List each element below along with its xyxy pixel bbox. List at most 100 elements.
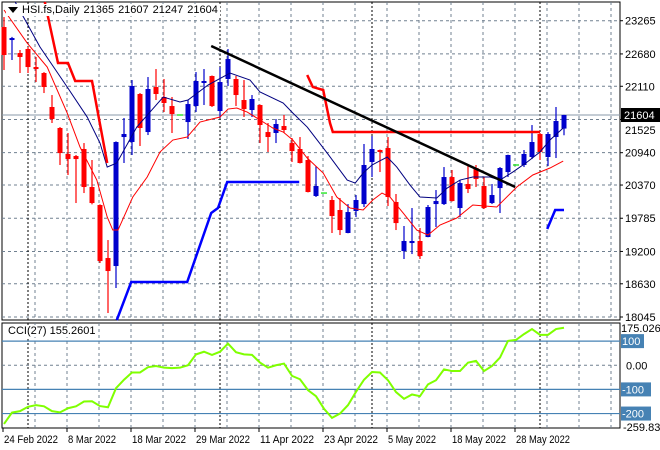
- candle-bull: [353, 200, 359, 212]
- red-step-line: [306, 74, 540, 134]
- candle-bear: [33, 67, 39, 70]
- candle-bear: [377, 150, 383, 153]
- cci-value: 155.2601: [49, 325, 96, 337]
- x-tick-label: 11 Apr 2022: [260, 434, 314, 446]
- ohlc-high: 21607: [118, 4, 149, 16]
- candle-bear: [473, 168, 479, 180]
- candle-bull: [529, 142, 535, 157]
- candle-bull: [425, 207, 431, 238]
- chart-header: HSI.fs,Daily 21365 21607 21247 21604: [6, 4, 220, 16]
- candle-bear: [281, 126, 287, 130]
- current-price-box: [621, 107, 660, 122]
- x-tick-label: 23 Apr 2022: [324, 434, 378, 446]
- candle-bear: [161, 97, 167, 104]
- candle-bear: [297, 148, 303, 164]
- cci-line: [3, 326, 565, 425]
- cci-level-label: -100: [622, 384, 644, 396]
- blue-step-line: [546, 208, 564, 230]
- candle-bear: [289, 143, 295, 152]
- candle-bull: [521, 153, 527, 166]
- candle-bull: [313, 186, 319, 196]
- candle-bear: [65, 153, 71, 160]
- ohlc-close: 21604: [187, 4, 218, 16]
- candle-bear: [97, 205, 103, 262]
- candle-bear: [329, 200, 335, 217]
- candle-bear: [449, 177, 455, 202]
- candle-bull: [553, 121, 559, 138]
- x-tick-label: 24 Feb 2022: [4, 434, 58, 446]
- x-tick-label: 18 May 2022: [452, 434, 506, 446]
- candle-bull: [457, 183, 463, 209]
- cci-max-label: 175.0266: [621, 323, 660, 335]
- cci-label: CCI(27) 155.2601: [6, 325, 98, 337]
- y-tick-label: 20370: [625, 180, 656, 192]
- candle-bear: [337, 210, 343, 231]
- candle-bull: [369, 148, 375, 162]
- candle-bear: [265, 132, 271, 138]
- candle-bull: [505, 155, 511, 173]
- candle-bear: [105, 258, 111, 272]
- candle-bear: [417, 240, 423, 257]
- candle-bear: [89, 187, 95, 204]
- y-tick-label: 20940: [625, 148, 656, 160]
- y-tick-label: 21525: [625, 125, 656, 137]
- cci-level-label: -200: [622, 409, 644, 421]
- candle-bear: [257, 105, 263, 125]
- cci-panel: [1, 322, 621, 429]
- candle-bear: [385, 148, 391, 198]
- candle-bear: [73, 156, 79, 160]
- x-tick-label: 29 Mar 2022: [196, 434, 250, 446]
- candle-bear: [209, 76, 215, 107]
- menu-triangle-icon[interactable]: [8, 7, 18, 13]
- candle-bull: [433, 201, 439, 205]
- candle-bear: [305, 160, 311, 193]
- candle-bear: [25, 48, 31, 68]
- symbol-timeframe: HSI.fs,Daily: [22, 4, 80, 16]
- candle-bear: [153, 87, 159, 95]
- x-tick-label: 8 Mar 2022: [68, 434, 116, 446]
- x-tick-label: 5 May 2022: [388, 434, 436, 446]
- cci-zero-label: 0.00: [626, 360, 647, 372]
- y-tick-label: 22680: [625, 49, 656, 61]
- y-tick-label: 18045: [625, 312, 656, 324]
- candle-bear: [17, 53, 23, 57]
- candle-bull: [225, 59, 231, 80]
- ohlc-low: 21247: [152, 4, 184, 16]
- y-tick-label: 23265: [625, 16, 656, 28]
- candle-bull: [145, 89, 151, 133]
- y-tick-label: 19200: [625, 246, 656, 258]
- candle-bull: [497, 168, 503, 189]
- candle-bull: [217, 82, 223, 112]
- candle-bull: [489, 195, 495, 204]
- candle-bull: [361, 165, 367, 205]
- cci-level-box: [621, 406, 651, 421]
- candle-bear: [393, 202, 399, 224]
- candle-bear: [537, 134, 543, 153]
- candle-bear: [481, 186, 487, 209]
- x-tick-label: 28 May 2022: [516, 434, 570, 446]
- cci-level-box: [621, 382, 651, 397]
- candle-bear: [49, 106, 55, 120]
- x-tick-label: 18 Mar 2022: [132, 434, 186, 446]
- candle-bull: [345, 212, 351, 233]
- red-step-line: [43, 1, 109, 164]
- candle-bull: [129, 85, 135, 143]
- candle-bull: [401, 240, 407, 252]
- candle-bear: [57, 127, 63, 154]
- candle-bear: [1, 27, 7, 56]
- candle-bull: [409, 240, 415, 244]
- y-tick-label: 18630: [625, 279, 656, 291]
- slow-ma-line: [3, 9, 564, 236]
- candle-bear: [241, 100, 247, 110]
- cci-min-label: -259.837: [623, 422, 660, 434]
- current-price-label: 21604: [624, 110, 655, 122]
- fast-ma-line: [14, 1, 564, 199]
- candle-bear: [81, 148, 87, 188]
- candle-bear: [41, 73, 47, 88]
- candle-bull: [249, 98, 255, 111]
- cci-level-box: [621, 334, 644, 349]
- trendline: [210, 44, 516, 189]
- ohlc-open: 21365: [83, 4, 115, 16]
- candle-bull: [185, 104, 191, 123]
